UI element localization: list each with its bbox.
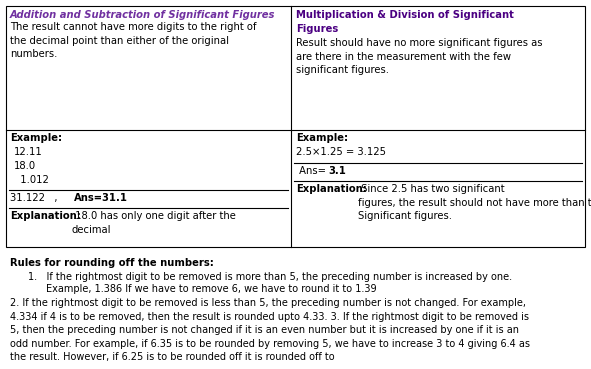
Text: Addition and Subtraction of Significant Figures: Addition and Subtraction of Significant … bbox=[10, 10, 275, 20]
Text: Result should have no more significant figures as
are there in the measurement w: Result should have no more significant f… bbox=[296, 38, 543, 75]
Text: 12.11: 12.11 bbox=[14, 147, 43, 157]
Text: Ans=: Ans= bbox=[296, 166, 329, 176]
Text: 18.0: 18.0 bbox=[14, 161, 36, 171]
Text: Rules for rounding off the numbers:: Rules for rounding off the numbers: bbox=[10, 258, 214, 268]
Text: 2. If the rightmost digit to be removed is less than 5, the preceding number is : 2. If the rightmost digit to be removed … bbox=[10, 298, 530, 362]
Text: Example:: Example: bbox=[10, 133, 62, 143]
Bar bbox=[6, 6, 585, 247]
Text: Ans=31.1: Ans=31.1 bbox=[74, 193, 128, 203]
Text: Example:: Example: bbox=[296, 133, 348, 143]
Text: The result cannot have more digits to the right of
the decimal point than either: The result cannot have more digits to th… bbox=[10, 22, 256, 59]
Text: Explanation:: Explanation: bbox=[296, 184, 366, 194]
Text: Multiplication & Division of Significant
Figures: Multiplication & Division of Significant… bbox=[296, 10, 514, 34]
Text: 18.0 has only one digit after the
decimal: 18.0 has only one digit after the decima… bbox=[72, 211, 236, 235]
Text: 31.122   ,: 31.122 , bbox=[10, 193, 61, 203]
Text: 1.012: 1.012 bbox=[14, 175, 49, 185]
Text: Explanation:: Explanation: bbox=[10, 211, 81, 221]
Text: Since 2.5 has two significant
figures, the result should not have more than two
: Since 2.5 has two significant figures, t… bbox=[358, 184, 591, 221]
Text: Example, 1.386 If we have to remove 6, we have to round it to 1.39: Example, 1.386 If we have to remove 6, w… bbox=[46, 284, 376, 294]
Text: 1.   If the rightmost digit to be removed is more than 5, the preceding number i: 1. If the rightmost digit to be removed … bbox=[28, 272, 512, 282]
Text: 3.1: 3.1 bbox=[329, 166, 347, 176]
Text: 2.5×1.25 = 3.125: 2.5×1.25 = 3.125 bbox=[296, 147, 386, 157]
